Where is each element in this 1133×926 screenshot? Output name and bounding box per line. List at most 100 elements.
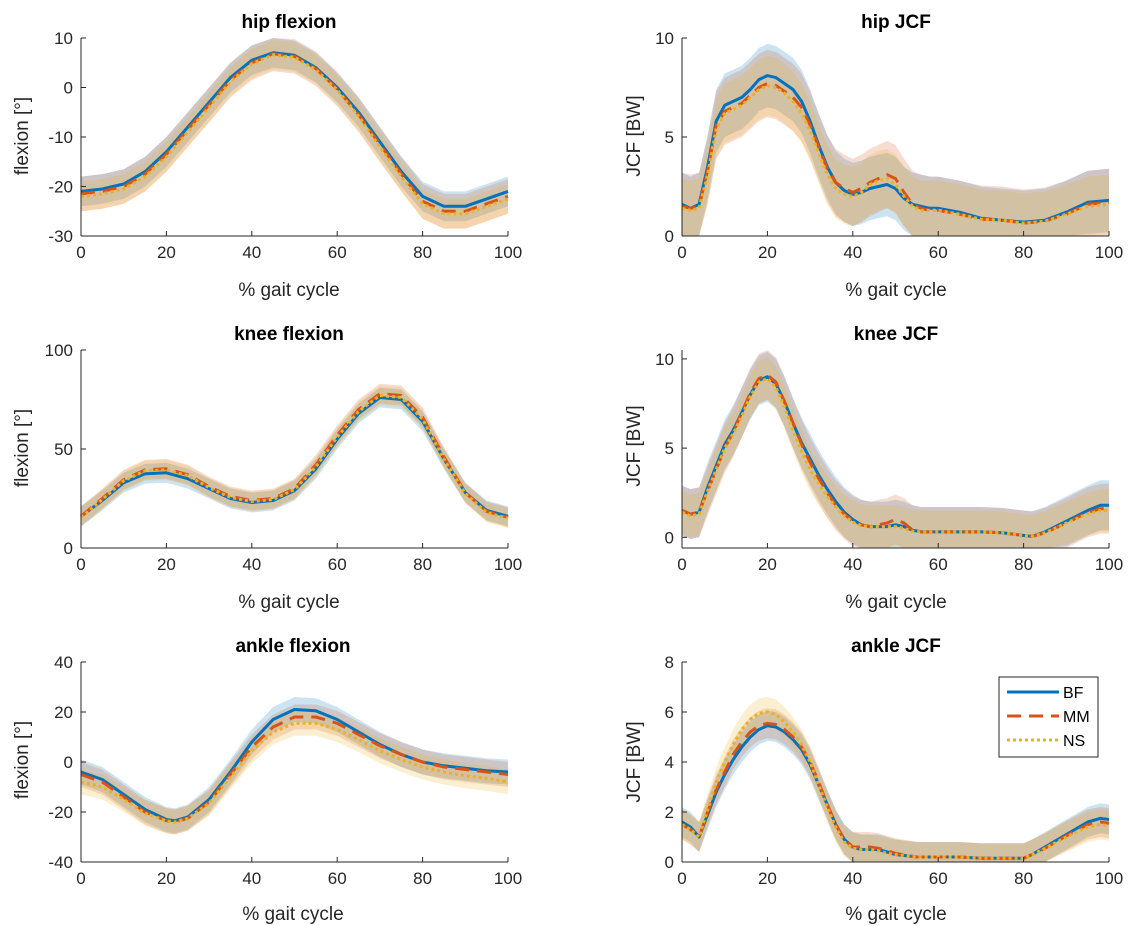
- band-mm: [81, 38, 508, 229]
- x-tick-label: 60: [328, 555, 347, 574]
- x-tick-label: 80: [1014, 243, 1033, 262]
- panel-title: ankle JCF: [851, 636, 941, 657]
- band-bf: [81, 697, 508, 834]
- band-bf: [682, 710, 1109, 862]
- band-layer: [81, 697, 508, 835]
- y-tick-label: 40: [54, 653, 73, 672]
- y-tick-label: 10: [655, 350, 674, 369]
- band-mm: [682, 708, 1109, 862]
- x-tick-label: 20: [157, 555, 176, 574]
- x-tick-label: 100: [1095, 555, 1123, 574]
- y-tick-label: 10: [655, 29, 674, 48]
- axes: 0 20 40 60 80 100 -30 -20 -10 0 10: [48, 29, 522, 262]
- panel-title: knee flexion: [234, 324, 344, 345]
- band-layer: [682, 697, 1109, 862]
- panel-knee-flexion: knee flexion % gait cycle flexion [°] 0 2…: [12, 324, 522, 613]
- y-axis-label: flexion [°]: [12, 97, 33, 175]
- y-axis-label: JCF [BW]: [624, 405, 645, 486]
- x-axis-label: % gait cycle: [845, 904, 946, 925]
- panel-hip-jcf: hip JCF % gait cycle JCF [BW] 0 20 40 60 80 1…: [624, 12, 1123, 301]
- band-layer: [81, 383, 508, 529]
- y-tick-label: 100: [45, 341, 73, 360]
- legend: BF MM NS: [998, 676, 1099, 758]
- series-line-ns: [681, 710, 1110, 860]
- x-tick-label: 40: [242, 555, 261, 574]
- x-tick-label: 80: [1014, 869, 1033, 888]
- axes: 0 20 40 60 80 100 0 5 10: [655, 29, 1123, 262]
- y-tick-label: 6: [665, 703, 674, 722]
- x-tick-label: 20: [758, 869, 777, 888]
- y-tick-label: 5: [665, 128, 674, 147]
- y-tick-label: 50: [54, 440, 73, 459]
- x-axis-label: % gait cycle: [845, 592, 946, 613]
- panel-title: knee JCF: [854, 324, 938, 345]
- x-tick-label: 80: [413, 869, 432, 888]
- y-tick-label: 0: [64, 539, 73, 558]
- x-tick-label: 0: [76, 555, 85, 574]
- y-axis-label: JCF [BW]: [624, 721, 645, 802]
- panel-ankle-flexion: ankle flexion % gait cycle flexion [°] 0…: [12, 636, 522, 925]
- x-tick-label: 60: [328, 243, 347, 262]
- legend-label-mm: MM: [1063, 709, 1090, 726]
- panel-knee-jcf: knee JCF % gait cycle JCF [BW] 0 20 40 60 80…: [624, 324, 1123, 613]
- y-tick-label: 0: [64, 753, 73, 772]
- x-tick-label: 60: [328, 869, 347, 888]
- y-tick-label: 20: [54, 703, 73, 722]
- y-axis-label: flexion [°]: [12, 409, 33, 487]
- y-tick-label: 5: [665, 439, 674, 458]
- band-layer: [682, 43, 1109, 237]
- series-line-ns: [80, 721, 509, 824]
- axes: 0 20 40 60 80 100 0 2 4 6 8: [665, 653, 1124, 888]
- x-tick-label: 100: [494, 555, 522, 574]
- x-tick-label: 100: [1095, 243, 1123, 262]
- y-tick-label: 8: [665, 653, 674, 672]
- x-tick-label: 20: [758, 243, 777, 262]
- axes: 0 20 40 60 80 100 0 50 100: [45, 341, 523, 574]
- band-layer: [682, 350, 1109, 548]
- band-ns: [682, 55, 1109, 236]
- x-tick-label: 0: [76, 243, 85, 262]
- band-bf: [81, 387, 508, 527]
- band-mm: [81, 383, 508, 528]
- x-tick-label: 80: [413, 555, 432, 574]
- band-mm: [81, 704, 508, 835]
- x-tick-label: 60: [929, 555, 948, 574]
- x-tick-label: 20: [157, 243, 176, 262]
- x-axis-label: % gait cycle: [238, 280, 339, 301]
- panel-title: ankle flexion: [235, 636, 350, 657]
- band-mm: [682, 350, 1109, 548]
- y-tick-label: 2: [665, 803, 674, 822]
- y-axis-label: JCF [BW]: [624, 95, 645, 176]
- x-tick-label: 0: [677, 555, 686, 574]
- panel-title: hip flexion: [242, 12, 337, 33]
- y-tick-label: -10: [48, 128, 73, 147]
- band-bf: [682, 351, 1109, 548]
- x-tick-label: 100: [494, 869, 522, 888]
- x-axis-label: % gait cycle: [242, 904, 343, 925]
- x-tick-label: 100: [494, 243, 522, 262]
- series-line-bf: [80, 708, 509, 823]
- x-tick-label: 40: [843, 869, 862, 888]
- band-ns: [81, 710, 508, 835]
- x-tick-label: 80: [1014, 555, 1033, 574]
- x-tick-label: 80: [413, 243, 432, 262]
- x-tick-label: 40: [843, 555, 862, 574]
- y-tick-label: -20: [48, 178, 73, 197]
- series-line-ns: [80, 394, 509, 520]
- x-tick-label: 0: [677, 869, 686, 888]
- y-tick-label: 0: [64, 79, 73, 98]
- x-tick-label: 60: [929, 869, 948, 888]
- y-axis-label: flexion [°]: [12, 721, 33, 799]
- x-axis-label: % gait cycle: [238, 592, 339, 613]
- band-bf: [682, 43, 1109, 237]
- band-ns: [682, 357, 1109, 548]
- y-tick-label: -40: [48, 853, 73, 872]
- series-line-ns: [80, 53, 509, 216]
- legend-label-bf: BF: [1063, 685, 1084, 702]
- series-line-mm: [80, 52, 509, 213]
- series-line-ns: [681, 84, 1110, 225]
- x-axis-label: % gait cycle: [845, 280, 946, 301]
- x-tick-label: 40: [242, 869, 261, 888]
- y-tick-label: 0: [665, 528, 674, 547]
- x-tick-label: 60: [929, 243, 948, 262]
